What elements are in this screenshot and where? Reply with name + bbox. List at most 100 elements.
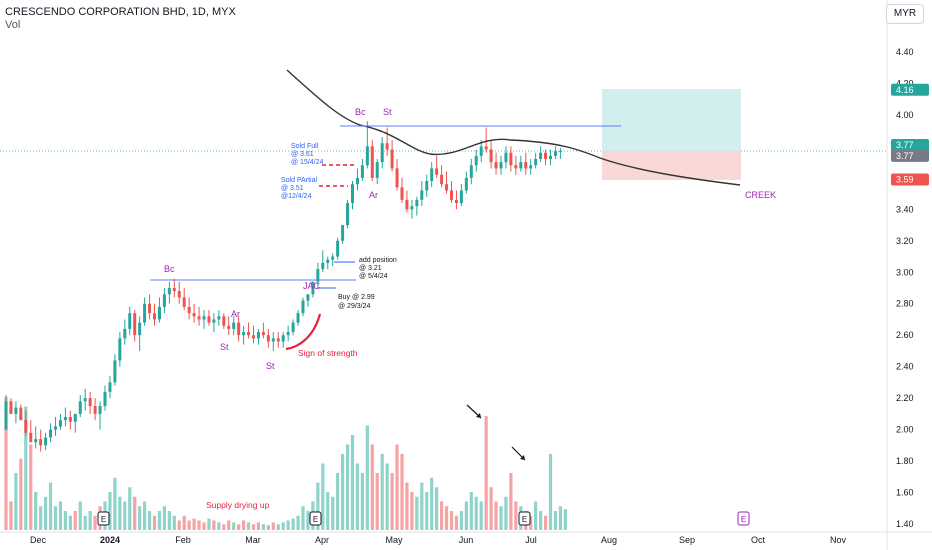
currency-button[interactable]: MYR xyxy=(886,4,924,24)
volume-bar xyxy=(484,416,488,530)
volume-bar xyxy=(326,492,330,530)
volume-bar xyxy=(286,520,290,530)
volume-bar xyxy=(345,444,350,530)
volume-bar xyxy=(143,501,147,530)
price-badges: 4.163.7701:45:193.773.59 xyxy=(891,83,929,186)
candle xyxy=(29,420,33,443)
label-bc: Bc xyxy=(355,107,366,117)
volume-bar xyxy=(449,511,454,530)
candle xyxy=(553,146,557,159)
volume-bar xyxy=(162,506,166,530)
volume-bar xyxy=(459,511,463,530)
price-tick-label: 4.00 xyxy=(896,110,914,120)
candle xyxy=(266,328,270,348)
time-axis[interactable]: Dec 2024 Feb Mar Apr May Jun Jul Aug Sep Oct Nov xyxy=(30,535,847,545)
creek-curve xyxy=(286,69,741,186)
candle xyxy=(301,297,305,317)
candle xyxy=(157,297,161,323)
volume-bar xyxy=(385,463,389,530)
volume-bar xyxy=(464,501,468,530)
candle xyxy=(242,325,246,345)
candle xyxy=(445,171,449,194)
volume-bar xyxy=(375,473,379,530)
volume-bar xyxy=(529,515,533,530)
price-axis[interactable]: 1.40 1.60 1.80 2.00 2.20 2.40 2.60 2.80 3.00 3.20… xyxy=(896,47,914,529)
target-zone[interactable] xyxy=(602,89,741,151)
candle xyxy=(88,391,92,414)
candle xyxy=(187,297,191,320)
volume-bar xyxy=(39,506,43,530)
volume-bar xyxy=(207,518,211,530)
price-tick-label: 2.00 xyxy=(896,425,914,435)
candle xyxy=(93,398,97,421)
candle xyxy=(534,152,538,169)
volume-bar xyxy=(341,454,345,530)
volume-bar xyxy=(420,482,424,530)
price-tick-label: 3.40 xyxy=(896,204,914,214)
volume-bar xyxy=(440,501,444,530)
volume-bar xyxy=(360,473,364,530)
svg-text:E: E xyxy=(741,515,746,524)
volume-bar xyxy=(350,435,355,530)
earnings-marker-upcoming[interactable]: E xyxy=(737,511,750,526)
candle xyxy=(558,147,562,159)
candle xyxy=(202,310,206,329)
price-tick-label: 4.20 xyxy=(896,78,914,88)
volume-bar xyxy=(548,454,553,530)
volume-bar xyxy=(435,487,439,530)
volume-bar xyxy=(138,506,142,530)
candle xyxy=(440,165,444,188)
time-tick-label: Dec xyxy=(30,535,47,545)
time-tick-label: Mar xyxy=(245,535,261,545)
candle xyxy=(415,196,419,216)
label-sold-partial-date: @12/4/24 xyxy=(281,193,312,200)
volume-bar xyxy=(504,496,508,530)
arrow-icon xyxy=(511,446,526,461)
label-buy: Buy @ 2.99 xyxy=(338,294,375,301)
volume-bar xyxy=(88,511,92,530)
candle xyxy=(321,250,325,273)
earnings-marker[interactable]: E xyxy=(518,511,531,526)
volume-bar xyxy=(469,492,473,530)
volume-bar xyxy=(539,511,543,530)
candle xyxy=(390,140,394,172)
volume-bar xyxy=(202,522,206,530)
candle xyxy=(331,253,335,266)
candle xyxy=(138,316,142,351)
candle xyxy=(222,313,226,329)
candle xyxy=(167,281,171,304)
volume-bar xyxy=(44,496,48,530)
candle xyxy=(123,319,127,345)
candle xyxy=(316,262,320,288)
candle xyxy=(514,155,518,175)
candle xyxy=(207,310,211,326)
candle xyxy=(281,332,285,348)
volume-bar xyxy=(316,482,320,530)
price-tick-label: 2.60 xyxy=(896,330,914,340)
candle xyxy=(509,146,513,172)
volume-bar xyxy=(53,506,58,530)
candle xyxy=(227,316,231,336)
volume-bar xyxy=(113,477,117,530)
volume-bar xyxy=(266,525,270,530)
label-supply-drying-up: Supply drying up xyxy=(206,500,270,510)
label-ar: Ar xyxy=(369,190,378,200)
candle xyxy=(454,190,458,210)
volume-bar xyxy=(34,492,38,530)
time-tick-label: Aug xyxy=(601,535,617,545)
candle xyxy=(148,294,152,320)
volume-bar xyxy=(152,515,157,530)
time-tick-label: Feb xyxy=(175,535,191,545)
candlesticks xyxy=(4,121,562,452)
volume-bar xyxy=(217,522,221,530)
volume-bar xyxy=(425,492,429,530)
volume-bar xyxy=(355,463,360,530)
label-sold-full: Sold Full xyxy=(291,143,319,150)
earnings-marker[interactable]: E xyxy=(97,511,110,526)
candle xyxy=(271,332,275,351)
earnings-marker[interactable]: E xyxy=(309,511,322,526)
time-tick-label: Jun xyxy=(459,535,474,545)
volume-bar xyxy=(212,520,216,530)
volume-bar xyxy=(400,454,404,530)
